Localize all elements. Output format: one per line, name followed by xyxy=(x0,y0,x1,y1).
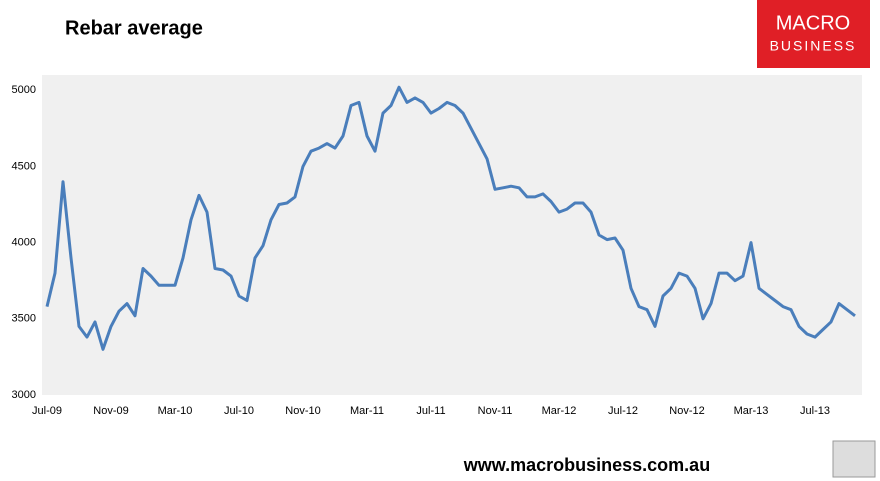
x-tick-label: Mar-13 xyxy=(734,405,769,417)
x-tick-label: Jul-12 xyxy=(608,405,638,417)
data-line xyxy=(45,85,856,351)
logo-box xyxy=(757,0,870,68)
chart-title: Rebar average xyxy=(65,17,203,39)
y-tick-label: 4500 xyxy=(12,160,36,172)
x-tick-label: Jul-11 xyxy=(416,405,445,417)
x-tick-label: Nov-11 xyxy=(478,405,513,417)
logo-top: MACRO xyxy=(776,12,850,34)
x-tick-label: Nov-10 xyxy=(285,405,320,417)
x-tick-label: Jul-09 xyxy=(32,405,62,417)
y-tick-label: 3500 xyxy=(12,313,36,325)
x-tick-label: Mar-10 xyxy=(158,405,193,417)
x-tick-label: Jul-10 xyxy=(224,405,254,417)
x-tick-label: Mar-12 xyxy=(542,405,577,417)
y-tick-label: 3000 xyxy=(12,389,36,401)
y-tick-label: 4000 xyxy=(12,237,36,249)
logo-bottom: BUSINESS xyxy=(770,38,857,54)
footer-url: www.macrobusiness.com.au xyxy=(463,455,710,475)
y-tick-label: 5000 xyxy=(12,84,36,96)
x-tick-label: Nov-09 xyxy=(93,405,128,417)
wolf-icon xyxy=(832,440,876,478)
x-tick-label: Nov-12 xyxy=(669,405,704,417)
x-tick-label: Mar-11 xyxy=(350,405,384,417)
plot-area xyxy=(42,75,862,395)
x-tick-label: Jul-13 xyxy=(800,405,830,417)
